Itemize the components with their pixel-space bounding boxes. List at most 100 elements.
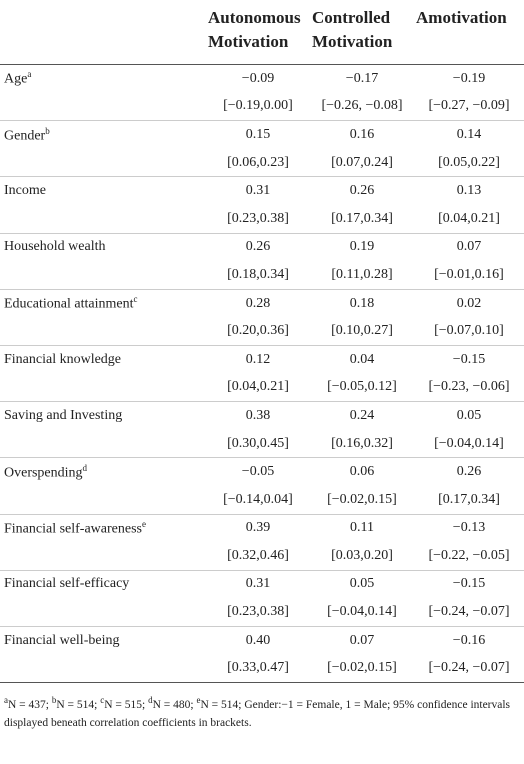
coefficient: 0.02 — [414, 288, 524, 318]
confidence-interval: [−0.27, −0.09] — [428, 98, 510, 114]
ci-row: [0.20,0.36] [0.10,0.27] [−0.07,0.10] — [0, 317, 524, 345]
label-note: e — [142, 518, 146, 529]
confidence-interval: [−0.07,0.10] — [434, 323, 504, 339]
confidence-interval: [0.32,0.46] — [227, 547, 289, 563]
note-mark: a — [4, 695, 8, 706]
row-label: Overspendingd — [0, 457, 206, 486]
coefficient: 0.06 — [310, 457, 414, 486]
label-text: Household wealth — [4, 239, 106, 255]
note-text: N = 437; — [8, 698, 49, 711]
label-text: Financial self-efficacy — [4, 576, 130, 592]
coefficient: −0.13 — [414, 513, 524, 543]
spacer — [0, 205, 206, 233]
row-label: Financial knowledge — [0, 344, 206, 374]
coefficient: 0.04 — [310, 344, 414, 374]
spacer — [0, 317, 206, 345]
confidence-interval: [0.17,0.34] — [438, 491, 500, 507]
ci-row: [0.06,0.23] [0.07,0.24] [0.05,0.22] — [0, 149, 524, 177]
label-note: b — [45, 125, 50, 136]
row-label: Agea — [0, 65, 206, 93]
row: Household wealth 0.26 0.19 0.07 — [0, 232, 524, 262]
note-mark: c — [100, 695, 105, 706]
row-label: Income — [0, 176, 206, 205]
note-text: N = 515; — [104, 698, 146, 711]
coefficient: 0.31 — [206, 569, 310, 599]
note-text: N = 514; — [56, 698, 98, 711]
row-label: Financial self-awarenesse — [0, 513, 206, 543]
coefficient: −0.15 — [414, 569, 524, 599]
confidence-interval: [0.10,0.27] — [331, 323, 393, 339]
coefficient: 0.40 — [206, 625, 310, 655]
confidence-interval: [0.33,0.47] — [206, 654, 310, 684]
col-header: Autonomous Motivation — [206, 0, 310, 65]
spacer — [0, 93, 206, 121]
label-text: Financial knowledge — [4, 351, 122, 367]
coefficient: −0.19 — [452, 70, 486, 86]
spacer — [0, 149, 206, 177]
label-text: Overspending — [4, 465, 83, 481]
coefficient: 0.26 — [414, 457, 524, 486]
confidence-interval: [−0.05,0.12] — [327, 379, 397, 395]
row: Financial self-efficacy 0.31 0.05 −0.15 — [0, 569, 524, 599]
ci-row: [0.32,0.46] [0.03,0.20] [−0.22, −0.05] — [0, 542, 524, 570]
coefficient: −0.05 — [206, 457, 310, 486]
confidence-interval: [0.03,0.20] — [331, 547, 393, 563]
confidence-interval: [−0.26, −0.08] — [321, 98, 403, 114]
label-note: d — [82, 462, 88, 473]
label-note: a — [27, 69, 32, 80]
coefficient: 0.26 — [206, 232, 310, 262]
confidence-interval: [−0.24, −0.07] — [428, 604, 510, 620]
row-label: Educational attainmentc — [0, 288, 206, 318]
confidence-interval: [−0.02,0.15] — [310, 654, 414, 684]
confidence-interval: [−0.22, −0.05] — [428, 547, 510, 563]
row: Genderb 0.15 0.16 0.14 — [0, 120, 524, 149]
confidence-interval: [0.11,0.28] — [331, 266, 393, 282]
row-label: Saving and Investing — [0, 401, 206, 430]
confidence-interval: [−0.01,0.16] — [434, 266, 504, 282]
row: Saving and Investing 0.38 0.24 0.05 — [0, 401, 524, 430]
note-mark: b — [51, 695, 57, 706]
coefficient: 0.05 — [414, 401, 524, 430]
row-label: Household wealth — [0, 232, 206, 262]
spacer — [0, 261, 206, 289]
spacer — [0, 542, 206, 570]
confidence-interval: [0.30,0.45] — [227, 435, 289, 451]
footnote: aN = 437; bN = 514; cN = 515; dN = 480; … — [0, 683, 524, 732]
spacer — [0, 374, 206, 402]
coefficient: 0.12 — [206, 344, 310, 374]
ci-row: [0.18,0.34] [0.11,0.28] [−0.01,0.16] — [0, 261, 524, 289]
ci-row: [0.33,0.47] [−0.02,0.15] [−0.24, −0.07] — [0, 654, 524, 684]
ci-row: [0.30,0.45] [0.16,0.32] [−0.04,0.14] — [0, 430, 524, 458]
confidence-interval: [0.06,0.23] — [227, 154, 289, 170]
confidence-interval: [0.07,0.24] — [331, 154, 393, 170]
confidence-interval: [0.04,0.21] — [227, 379, 289, 395]
confidence-interval: [−0.19,0.00] — [223, 98, 293, 114]
note-rest: Gender:−1 = Female, 1 = Male; 95% confid… — [4, 698, 511, 729]
coefficient: 0.24 — [310, 401, 414, 430]
col-header: Controlled Motivation — [310, 0, 414, 65]
coefficient: 0.26 — [310, 176, 414, 205]
confidence-interval: [−0.24, −0.07] — [414, 654, 524, 684]
corner — [0, 0, 206, 65]
coefficient: 0.16 — [310, 120, 414, 149]
coefficient: 0.11 — [310, 513, 414, 543]
label-text: Educational attainment — [4, 296, 134, 312]
note-text: N = 480; — [152, 698, 194, 711]
coefficient: 0.39 — [206, 513, 310, 543]
header-row: Autonomous Motivation Controlled Motivat… — [0, 0, 524, 65]
coefficient: 0.07 — [414, 232, 524, 262]
confidence-interval: [−0.02,0.15] — [327, 491, 397, 507]
confidence-interval: [0.23,0.38] — [227, 210, 289, 226]
label-text: Age — [4, 72, 28, 88]
spacer — [0, 598, 206, 626]
row: Agea −0.09 −0.17 −0.19 — [0, 65, 524, 93]
row: Overspendingd −0.05 0.06 0.26 — [0, 457, 524, 486]
table-body: Agea −0.09 −0.17 −0.19 [−0.19,0.00] [−0.26, −… — [0, 65, 524, 684]
row: Income 0.31 0.26 0.13 — [0, 176, 524, 205]
coefficient: 0.15 — [206, 120, 310, 149]
coefficient: 0.14 — [414, 120, 524, 149]
confidence-interval: [0.05,0.22] — [438, 154, 500, 170]
confidence-interval: [−0.04,0.14] — [434, 435, 504, 451]
coefficient: −0.16 — [414, 625, 524, 655]
